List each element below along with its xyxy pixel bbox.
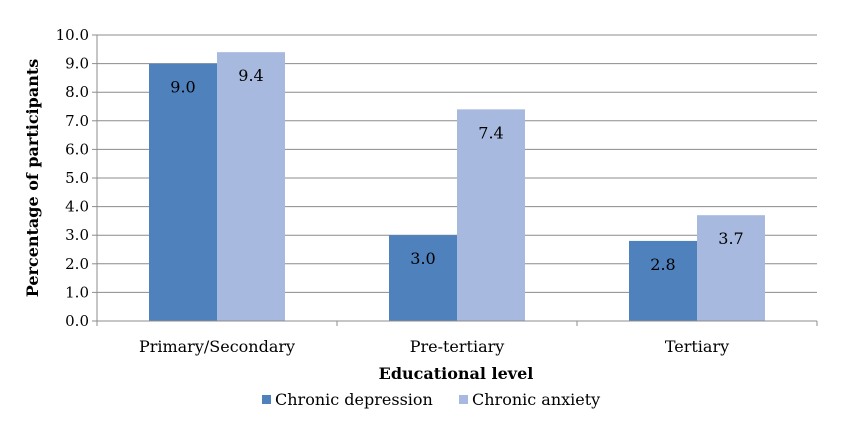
- data-label: 3.7: [718, 229, 743, 248]
- x-category-label: Tertiary: [665, 337, 729, 356]
- data-label: 9.0: [170, 78, 195, 97]
- x-axis-title: Educational level: [379, 364, 534, 383]
- data-label: 2.8: [650, 255, 675, 274]
- bar-depression: [389, 235, 457, 321]
- bar-anxiety: [697, 215, 765, 321]
- data-labels: 9.0 9.4 3.0 7.4 2.8 3.7: [170, 66, 743, 274]
- y-tick-label: 0.0: [65, 312, 89, 330]
- y-axis-title: Percentage of participants: [23, 59, 42, 297]
- y-tick-label: 8.0: [65, 83, 89, 101]
- y-tick-label: 7.0: [65, 112, 89, 130]
- bar-anxiety: [217, 52, 285, 321]
- y-tick-label: 3.0: [65, 226, 89, 244]
- x-category-label: Primary/Secondary: [139, 337, 295, 356]
- legend-label: Chronic anxiety: [472, 390, 600, 409]
- y-tick-label: 1.0: [65, 283, 89, 301]
- legend-swatch: [459, 395, 468, 404]
- y-tick-label: 5.0: [65, 169, 89, 187]
- bar-depression: [149, 63, 217, 321]
- y-tick-label: 9.0: [65, 55, 89, 73]
- bar-depression: [629, 240, 697, 321]
- legend: Chronic depression Chronic anxiety: [262, 390, 600, 409]
- legend-label: Chronic depression: [275, 390, 433, 409]
- data-label: 3.0: [410, 249, 435, 268]
- axes: [92, 34, 818, 326]
- data-label: 9.4: [238, 66, 263, 85]
- x-category-label: Pre-tertiary: [410, 337, 505, 356]
- bar-anxiety: [457, 109, 525, 321]
- y-tick-labels: 0.0 1.0 2.0 3.0 4.0 5.0 6.0 7.0 8.0 9.0 10.0: [56, 26, 89, 330]
- data-label: 7.4: [478, 123, 503, 142]
- y-tick-label: 6.0: [65, 140, 89, 158]
- legend-swatch: [262, 395, 271, 404]
- y-tick-label: 4.0: [65, 198, 89, 216]
- y-tick-label: 10.0: [56, 26, 89, 44]
- y-tick-label: 2.0: [65, 255, 89, 273]
- bars: [149, 52, 765, 321]
- x-category-labels: Primary/Secondary Pre-tertiary Tertiary: [139, 337, 729, 356]
